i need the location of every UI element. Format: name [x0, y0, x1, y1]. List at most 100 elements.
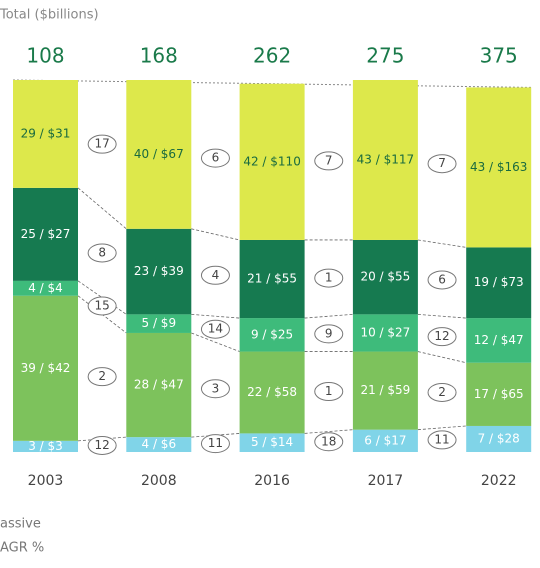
- bar-segment: [239, 83, 305, 240]
- bar-segment: [13, 280, 78, 296]
- cagr-bubble: [87, 435, 117, 455]
- cagr-bubble: [427, 430, 457, 450]
- cagr-bubble: [87, 134, 117, 154]
- value-label: 17 / $65: [474, 387, 524, 401]
- bar-segment: [13, 295, 78, 441]
- cagr-bubble: [314, 324, 344, 344]
- value-label: 12 / $47: [474, 333, 524, 347]
- x-tick-label: 2022: [481, 473, 517, 489]
- value-label: 43 / $117: [357, 152, 414, 166]
- cagr-bubble: [314, 382, 344, 402]
- cagr-label: 1: [325, 384, 333, 398]
- cagr-label: 7: [325, 153, 333, 167]
- cagr-bubble: [314, 432, 344, 452]
- bar-segment: [352, 429, 418, 452]
- value-label: 5 / $9: [142, 316, 177, 330]
- cagr-label: 9: [325, 326, 333, 340]
- total-label: 375: [480, 44, 518, 68]
- total-label: 275: [366, 44, 404, 68]
- value-label: 22 / $58: [247, 385, 297, 399]
- cagr-bubble: [427, 270, 457, 290]
- cagr-label: 3: [212, 381, 220, 395]
- value-label: 6 / $17: [364, 433, 406, 447]
- legend-text: AGR %: [0, 541, 44, 556]
- total-label: 108: [26, 44, 64, 68]
- bar-segment: [239, 239, 305, 319]
- value-label: 39 / $42: [21, 361, 71, 375]
- cagr-bubble: [427, 154, 457, 174]
- x-tick-label: 2003: [28, 473, 64, 489]
- total-label: 262: [253, 44, 291, 68]
- value-label: 19 / $73: [474, 275, 524, 289]
- cagr-label: 6: [438, 272, 446, 286]
- value-label: 4 / $6: [142, 437, 177, 451]
- connector: [191, 332, 240, 352]
- connector: [417, 313, 467, 319]
- cagr-label: 12: [434, 329, 449, 343]
- bar-segment: [126, 228, 192, 315]
- value-label: 7 / $28: [478, 431, 520, 445]
- connector: [304, 429, 353, 434]
- cagr-label: 6: [212, 151, 220, 165]
- cagr-bubble: [87, 367, 117, 387]
- value-label: 23 / $39: [134, 264, 184, 278]
- cagr-bubble: [427, 382, 457, 402]
- value-label: 29 / $31: [21, 126, 71, 140]
- bar-segment: [466, 362, 532, 426]
- connector: [191, 228, 240, 241]
- cagr-bubble: [200, 148, 230, 168]
- bar-segment: [352, 351, 418, 430]
- cagr-label: 1: [325, 271, 333, 285]
- bar-segment: [352, 239, 418, 315]
- cagr-label: 4: [212, 268, 220, 282]
- value-label: 3 / $3: [28, 439, 63, 453]
- value-label: 40 / $67: [134, 147, 184, 161]
- value-label: 28 / $47: [134, 378, 184, 392]
- bar-segment: [126, 80, 192, 229]
- x-tick-label: 2016: [254, 473, 290, 489]
- cagr-label: 14: [208, 322, 223, 336]
- bar-segment: [126, 437, 192, 452]
- total-label: 168: [140, 44, 178, 68]
- bar-segment: [466, 425, 532, 452]
- cagr-bubble: [200, 434, 230, 454]
- bar-segment: [13, 80, 78, 188]
- chart-title: Total ($billions): [0, 8, 99, 23]
- cagr-bubble: [314, 268, 344, 288]
- x-tick-label: 2017: [368, 473, 404, 489]
- cagr-bubble: [427, 327, 457, 347]
- value-label: 20 / $55: [360, 270, 410, 284]
- bar-segment: [239, 318, 305, 352]
- bar-segment: [466, 247, 532, 319]
- cagr-label: 15: [95, 298, 110, 312]
- value-label: 10 / $27: [360, 325, 410, 339]
- connector: [304, 313, 353, 319]
- connector: [417, 239, 467, 248]
- legend-text: assive: [0, 517, 41, 532]
- cagr-bubble: [87, 296, 117, 316]
- cagr-bubble: [200, 379, 230, 399]
- cagr-bubble: [314, 151, 344, 171]
- bar-segment: [466, 87, 532, 248]
- bar-segment: [126, 332, 192, 438]
- cagr-label: 7: [438, 156, 446, 170]
- cagr-label: 11: [208, 436, 223, 450]
- value-label: 21 / $55: [247, 272, 297, 286]
- cagr-label: 18: [321, 434, 336, 448]
- bar-segment: [352, 80, 418, 240]
- cagr-bubble: [200, 319, 230, 339]
- connector: [77, 187, 127, 230]
- connector: [77, 436, 127, 442]
- cagr-label: 12: [95, 438, 110, 452]
- value-label: 4 / $4: [28, 281, 63, 295]
- bar-segment: [13, 440, 78, 452]
- cagr-label: 2: [98, 369, 106, 383]
- value-label: 25 / $27: [21, 227, 71, 241]
- bar-segment: [466, 318, 532, 363]
- bar-segment: [239, 351, 305, 434]
- value-label: 43 / $163: [470, 160, 527, 174]
- cagr-label: 2: [438, 385, 446, 399]
- value-label: 9 / $25: [251, 327, 293, 341]
- x-tick-label: 2008: [141, 473, 177, 489]
